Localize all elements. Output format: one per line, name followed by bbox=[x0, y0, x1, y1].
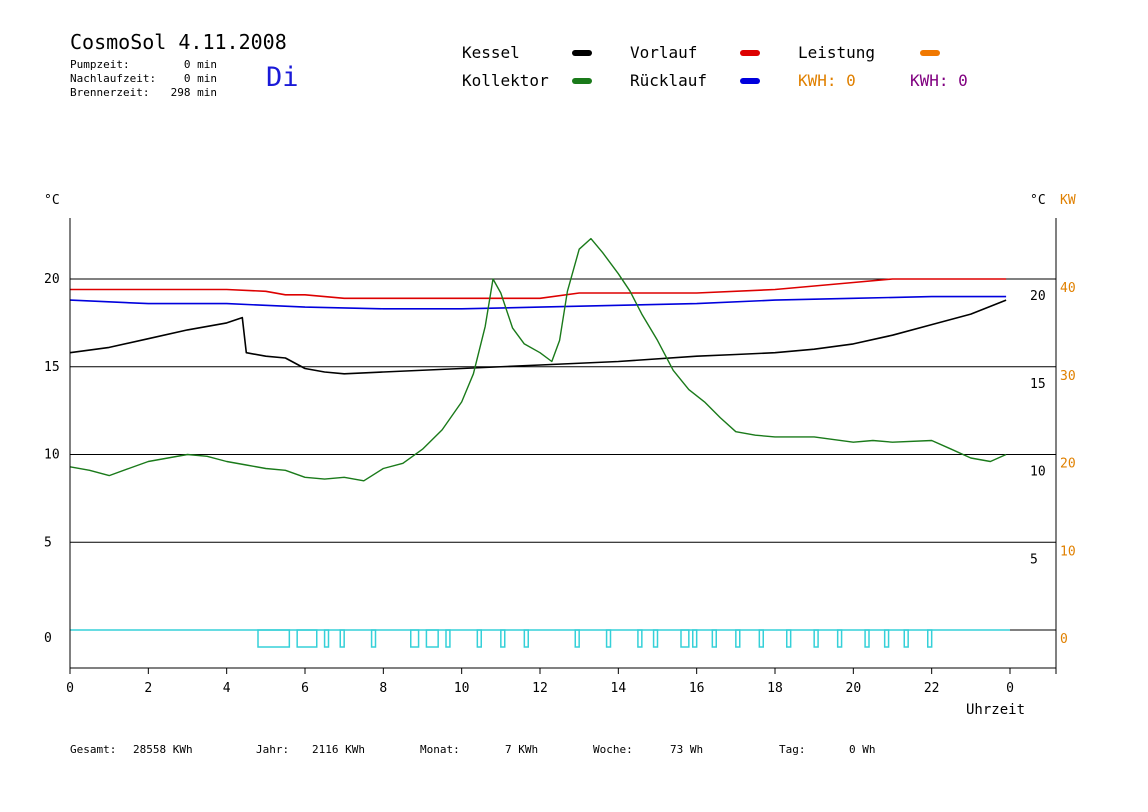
burner-segment bbox=[864, 629, 870, 648]
stat-label-pumpzeit: Pumpzeit: bbox=[70, 58, 130, 71]
y-tick-label-left: 5 bbox=[44, 535, 52, 550]
burner-segment bbox=[370, 629, 377, 648]
legend-leistung-label: Leistung bbox=[798, 43, 876, 62]
burner-segment bbox=[476, 629, 483, 648]
y-tick-label-kw: 10 bbox=[1060, 544, 1076, 559]
burner-segment bbox=[786, 629, 792, 648]
series-line-vorlauf bbox=[70, 278, 1007, 300]
footer-gesamt-label: Gesamt: bbox=[70, 743, 117, 756]
burner-segment bbox=[813, 629, 819, 648]
y-tick-label-right: 10 bbox=[1030, 465, 1046, 480]
burner-segment bbox=[296, 629, 318, 648]
burner-segment bbox=[605, 629, 612, 648]
legend-kwh-secondary: KWH: 0 bbox=[910, 71, 968, 90]
footer-monat-label: Monat: bbox=[420, 743, 460, 756]
burner-segment bbox=[680, 629, 690, 648]
burner-segment bbox=[445, 629, 451, 648]
x-tick-label: 2 bbox=[144, 681, 152, 696]
x-tick-label: 20 bbox=[846, 681, 862, 696]
legend-vorlauf-swatch bbox=[740, 50, 760, 56]
burner-segment bbox=[836, 629, 843, 648]
burner-segment bbox=[903, 629, 909, 648]
x-tick-label: 4 bbox=[223, 681, 231, 696]
weekday-label: Di bbox=[266, 62, 299, 93]
legend-kessel-label: Kessel bbox=[462, 43, 520, 62]
footer-monat-value: 7 KWh bbox=[505, 743, 539, 756]
stat-value-brennerzeit: 298 min bbox=[170, 86, 217, 99]
series-line-rcklauf bbox=[69, 295, 1007, 310]
y-axis-label-left: °C bbox=[44, 193, 60, 208]
y-tick-label-right: 20 bbox=[1030, 289, 1046, 304]
footer-woche-value: 73 Wh bbox=[670, 743, 704, 756]
burner-segment bbox=[637, 629, 643, 648]
y-tick-label-right: 5 bbox=[1030, 552, 1038, 567]
footer-woche-label: Woche: bbox=[593, 743, 633, 756]
stat-label-nachlaufzeit: Nachlaufzeit: bbox=[70, 72, 157, 85]
x-tick-label: 22 bbox=[924, 681, 940, 696]
series-layer bbox=[69, 237, 1007, 482]
x-tick-label: 16 bbox=[689, 681, 705, 696]
legend-kollektor-swatch bbox=[572, 78, 592, 84]
y-tick-label-left: 0 bbox=[44, 631, 52, 646]
legend-kollektor-label: Kollektor bbox=[462, 71, 549, 90]
burner-segment bbox=[927, 629, 933, 648]
y-tick-label-kw: 30 bbox=[1060, 369, 1076, 384]
footer-tag-value: 0 Wh bbox=[849, 743, 876, 756]
axis-layer: 0 2 4 6 8 10 12 14 16 18 20 22 0 0 5 10 15 20 5 10 15 20 0 10 20… bbox=[44, 218, 1076, 696]
burner-segment bbox=[692, 629, 698, 648]
x-tick-label: 6 bbox=[301, 681, 309, 696]
stat-label-brennerzeit: Brennerzeit: bbox=[70, 86, 150, 99]
burner-segment bbox=[758, 629, 764, 648]
y-axis-label-right-kw: KW bbox=[1060, 193, 1076, 208]
legend-vorlauf-label: Vorlauf bbox=[630, 43, 698, 62]
burner-segment bbox=[523, 629, 529, 648]
burner-segment bbox=[500, 629, 506, 648]
x-tick-label: 8 bbox=[379, 681, 387, 696]
burner-segment bbox=[711, 629, 717, 648]
footer-tag-label: Tag: bbox=[779, 743, 806, 756]
legend-ruecklauf-label: Rücklauf bbox=[630, 71, 708, 90]
footer-jahr-label: Jahr: bbox=[256, 743, 290, 756]
burner-layer bbox=[70, 629, 1010, 648]
y-axis-label-right-c: °C bbox=[1030, 193, 1046, 208]
y-tick-label-left: 20 bbox=[44, 272, 60, 287]
x-tick-label: 18 bbox=[767, 681, 783, 696]
legend-kwh-leistung: KWH: 0 bbox=[798, 71, 856, 90]
stat-value-nachlaufzeit: 0 min bbox=[183, 72, 217, 85]
legend-leistung-swatch bbox=[920, 50, 940, 56]
burner-segment bbox=[883, 629, 890, 648]
x-tick-label: 0 bbox=[66, 681, 74, 696]
y-tick-label-kw: 40 bbox=[1060, 281, 1076, 296]
x-tick-label: 12 bbox=[532, 681, 548, 696]
y-tick-label-right: 15 bbox=[1030, 377, 1046, 392]
y-tick-label-left: 15 bbox=[44, 360, 60, 375]
page-title: CosmoSol 4.11.2008 bbox=[70, 30, 287, 54]
footer-gesamt-value: 28558 KWh bbox=[133, 743, 193, 756]
burner-segment bbox=[410, 629, 420, 648]
x-tick-label: 10 bbox=[454, 681, 470, 696]
burner-segment bbox=[652, 629, 659, 648]
burner-segment bbox=[339, 629, 345, 648]
burner-segment bbox=[574, 629, 580, 648]
legend-kessel-swatch bbox=[572, 50, 592, 56]
x-axis-label: Uhrzeit bbox=[966, 702, 1025, 718]
y-tick-label-kw: 20 bbox=[1060, 457, 1076, 472]
series-line-kessel bbox=[69, 299, 1007, 375]
x-tick-label: 0 bbox=[1006, 681, 1014, 696]
y-tick-label-left: 10 bbox=[44, 448, 60, 463]
temperature-chart: 0 2 4 6 8 10 12 14 16 18 20 22 0 0 5 10 15 20 5 10 15 20 0 10 20… bbox=[44, 193, 1076, 718]
burner-segment bbox=[735, 629, 741, 648]
burner-segment bbox=[425, 629, 439, 648]
footer-jahr-value: 2116 KWh bbox=[312, 743, 365, 756]
burner-segment bbox=[257, 629, 291, 648]
y-tick-label-kw: 0 bbox=[1060, 632, 1068, 647]
x-tick-label: 14 bbox=[611, 681, 627, 696]
burner-segment bbox=[323, 629, 330, 648]
legend-ruecklauf-swatch bbox=[740, 78, 760, 84]
stat-value-pumpzeit: 0 min bbox=[183, 58, 217, 71]
series-line-kollektor bbox=[69, 237, 1007, 482]
